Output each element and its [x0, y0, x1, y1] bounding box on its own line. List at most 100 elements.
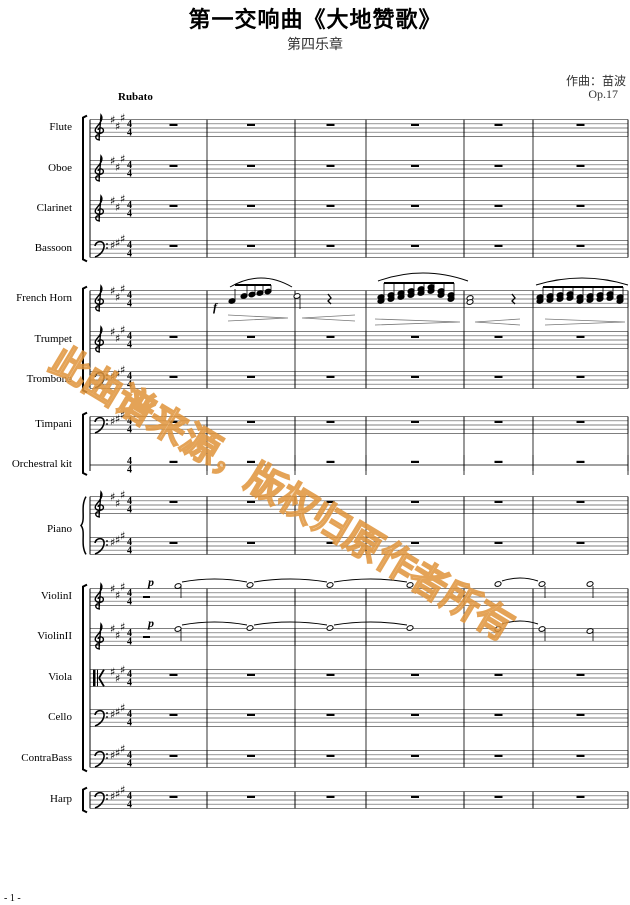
whole-rest	[169, 541, 178, 544]
whole-rest	[494, 420, 503, 423]
whole-rest	[576, 123, 585, 126]
instrument-label-oboe: Oboe	[48, 162, 72, 174]
whole-rest	[169, 460, 178, 463]
whole-rest	[247, 164, 255, 167]
sharp-icon: ♯	[110, 415, 115, 428]
dynamic-f-horn: f	[213, 300, 217, 314]
treble-clef-icon	[94, 113, 105, 141]
half-note	[538, 626, 546, 632]
whole-rest	[247, 754, 255, 757]
system-bracket	[82, 583, 88, 773]
treble-clef-icon	[94, 154, 105, 182]
whole-rest	[247, 204, 255, 207]
composer-credit: 作曲：苗波	[565, 74, 626, 88]
sharp-icon: ♯	[120, 364, 125, 377]
sharp-icon: ♯	[115, 237, 120, 250]
whole-rest	[169, 244, 178, 247]
treble-clef-icon	[94, 490, 105, 518]
whole-rest	[576, 375, 585, 378]
sharp-icon: ♯	[110, 114, 115, 127]
whole-rest	[576, 244, 585, 247]
time-signature-denominator: 4	[127, 127, 132, 138]
time-signature-denominator: 4	[127, 379, 132, 390]
bass-clef-dot	[106, 794, 108, 796]
whole-note	[246, 625, 254, 631]
whole-rest	[247, 244, 255, 247]
instrument-label-harp: Harp	[50, 793, 72, 805]
slur	[333, 621, 408, 626]
whole-rest	[411, 673, 419, 676]
sharp-icon: ♯	[115, 201, 120, 214]
time-signature-numerator: 4	[127, 669, 132, 680]
time-signature-denominator: 4	[127, 208, 132, 219]
whole-rest	[494, 541, 503, 544]
whole-note	[406, 625, 414, 631]
sharp-icon: ♯	[120, 193, 125, 206]
decrescendo-hairpin	[374, 318, 461, 326]
whole-rest	[326, 713, 335, 716]
half-rest	[143, 636, 150, 638]
whole-rest	[494, 795, 503, 798]
time-signature-numerator: 4	[127, 456, 132, 467]
time-signature-numerator: 4	[127, 496, 132, 507]
bass-clef-dot	[106, 753, 108, 755]
instrument-label-cello: Cello	[48, 711, 72, 723]
bass-clef-icon	[94, 791, 105, 809]
whole-note	[494, 626, 502, 632]
whole-rest	[326, 123, 335, 126]
whole-rest	[576, 754, 585, 757]
half-note	[293, 293, 301, 299]
whole-rest	[576, 713, 585, 716]
whole-rest	[494, 335, 503, 338]
time-signature-denominator: 4	[127, 424, 132, 435]
time-signature-numerator: 4	[127, 416, 132, 427]
instrument-label-timpani: Timpani	[35, 418, 72, 430]
opus-number: Op.17	[588, 87, 618, 101]
bass-clef-icon	[94, 709, 105, 727]
whole-rest	[326, 460, 335, 463]
slur	[181, 621, 248, 626]
instrument-label-horn: French Horn	[16, 292, 72, 304]
time-signature-denominator: 4	[127, 717, 132, 728]
sharp-icon: ♯	[115, 672, 120, 685]
time-signature-numerator: 4	[127, 537, 132, 548]
time-signature-denominator: 4	[127, 298, 132, 309]
whole-rest	[247, 460, 255, 463]
time-signature-numerator: 4	[127, 750, 132, 761]
whole-rest	[411, 164, 419, 167]
whole-rest	[169, 123, 178, 126]
time-signature-numerator: 4	[127, 628, 132, 639]
whole-rest	[411, 204, 419, 207]
instrument-label-piano: Piano	[46, 523, 72, 535]
whole-rest	[326, 795, 335, 798]
instrument-label-viola: Viola	[48, 671, 72, 683]
sharp-icon: ♯	[115, 706, 120, 719]
sharp-icon: ♯	[110, 623, 115, 636]
time-signature-numerator: 4	[127, 709, 132, 720]
time-signature-denominator: 4	[127, 799, 132, 810]
sharp-icon: ♯	[115, 534, 120, 547]
whole-rest	[576, 460, 585, 463]
slur	[501, 577, 539, 582]
crescendo-hairpin	[474, 318, 521, 326]
sharp-icon: ♯	[110, 583, 115, 596]
instrument-label-clarinet: Clarinet	[36, 202, 72, 214]
whole-note	[246, 582, 254, 588]
whole-rest	[576, 164, 585, 167]
sharp-icon: ♯	[115, 332, 120, 345]
score-title: 第一交响曲《大地赞歌》	[188, 7, 442, 33]
sharp-icon: ♯	[115, 291, 120, 304]
sharp-icon: ♯	[120, 324, 125, 337]
sharp-icon: ♯	[110, 195, 115, 208]
treble-clef-icon	[94, 194, 105, 222]
whole-rest	[247, 541, 255, 544]
time-signature-numerator: 4	[127, 371, 132, 382]
time-signature-numerator: 4	[127, 791, 132, 802]
half-note	[586, 581, 594, 587]
sharp-icon: ♯	[120, 784, 125, 797]
whole-rest	[247, 673, 255, 676]
bass-clef-dot	[106, 798, 108, 800]
sharp-icon: ♯	[110, 536, 115, 549]
